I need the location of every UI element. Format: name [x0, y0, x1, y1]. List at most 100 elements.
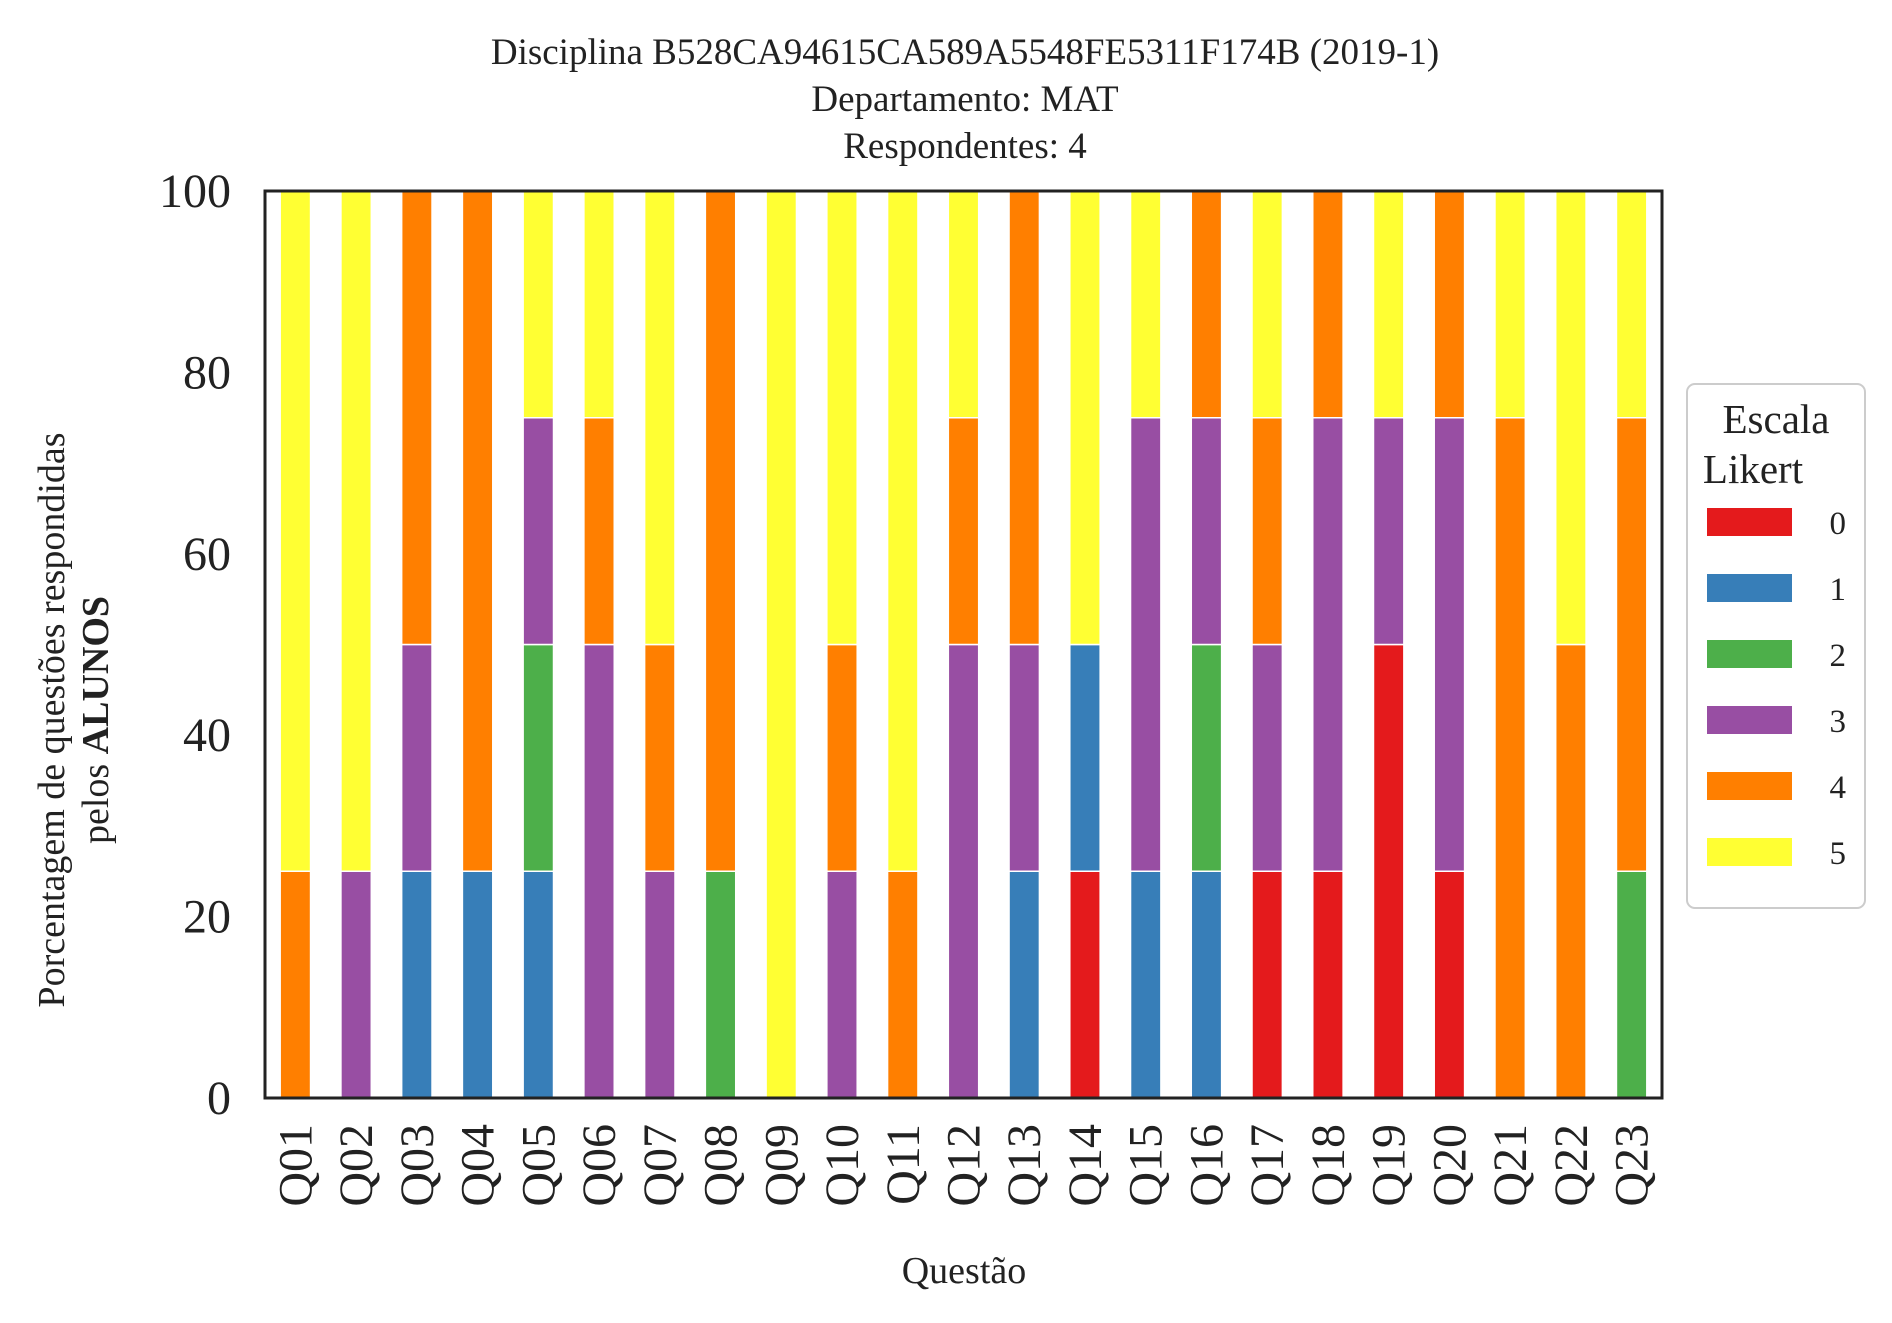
bar-segment-q07-level-5	[643, 190, 676, 646]
bar-segment-q22-level-4	[1554, 643, 1587, 1099]
x-tick-label-q02: Q02	[330, 1124, 383, 1207]
legend-title-line-1: Escala	[1723, 396, 1830, 442]
bar-segment-q04-level-1	[461, 870, 494, 1099]
y-tick-label: 0	[207, 1072, 231, 1125]
bar-segment-q03-level-3	[400, 643, 433, 872]
bar-segment-q23-level-5	[1615, 190, 1648, 419]
y-tick-label: 40	[183, 709, 231, 762]
x-tick-label-q08: Q08	[695, 1124, 748, 1207]
bar-segment-q03-level-1	[400, 870, 433, 1099]
legend-swatch-0	[1707, 508, 1792, 536]
bar-segment-q20-level-3	[1433, 417, 1466, 872]
bar-segment-q02-level-5	[340, 190, 373, 872]
x-tick-label-q17: Q17	[1241, 1124, 1294, 1207]
y-axis-label-line-1: Porcentagem de questões respondidas	[31, 432, 73, 1007]
bar-segment-q12-level-5	[947, 190, 980, 419]
x-ticks-group: Q01 Q02 Q03 Q04 Q05 Q06 Q07 Q08 Q09 Q10 Q11 Q12 Q13 Q…	[269, 1124, 1658, 1207]
y-tick-label: 20	[183, 891, 231, 944]
legend-label-1: 1	[1830, 572, 1847, 608]
bar-segment-q01-level-4	[279, 870, 312, 1099]
bar-segment-q15-level-5	[1129, 190, 1162, 419]
bar-segment-q05-level-5	[522, 190, 555, 419]
x-tick-label-q16: Q16	[1180, 1124, 1233, 1207]
bar-segment-q16-level-3	[1190, 417, 1223, 646]
bar-segment-q03-level-4	[400, 190, 433, 646]
x-tick-label-q01: Q01	[269, 1124, 322, 1207]
bar-segment-q12-level-4	[947, 417, 980, 646]
legend-label-0: 0	[1830, 506, 1847, 542]
bar-segment-q07-level-3	[643, 870, 676, 1099]
chart-title-line-1: Disciplina B528CA94615CA589A5548FE5311F1…	[491, 32, 1439, 73]
bar-segment-q17-level-5	[1251, 190, 1284, 419]
y-ticks-group: 0 20 40 60 80 100	[159, 165, 231, 1125]
bar-segment-q10-level-3	[826, 870, 858, 1099]
x-tick-label-q20: Q20	[1423, 1124, 1476, 1207]
bar-segment-q21-level-5	[1494, 190, 1527, 419]
bar-segment-q21-level-4	[1494, 417, 1527, 1099]
legend-swatch-5	[1707, 838, 1792, 866]
bar-segment-q13-level-3	[1008, 643, 1041, 872]
x-tick-label-q22: Q22	[1545, 1124, 1598, 1207]
bar-segment-q22-level-5	[1554, 190, 1587, 646]
bar-segment-q19-level-0	[1372, 643, 1405, 1099]
legend-items: 0 1 2 3 4 5	[1707, 506, 1846, 872]
y-axis-label-bold: ALUNOS	[75, 596, 117, 754]
bar-segment-q09-level-5	[765, 190, 798, 1099]
legend-label-5: 5	[1830, 836, 1847, 872]
bar-segment-q12-level-3	[947, 643, 980, 1099]
chart-title-line-2: Departamento: MAT	[811, 79, 1118, 120]
bar-segment-q08-level-4	[704, 190, 737, 872]
y-tick-label: 100	[159, 165, 231, 218]
bar-segment-q14-level-0	[1069, 870, 1101, 1099]
bar-segment-q15-level-1	[1129, 870, 1162, 1099]
bar-segment-q16-level-2	[1190, 643, 1223, 872]
x-tick-label-q04: Q04	[452, 1124, 505, 1207]
bar-segment-q20-level-4	[1433, 190, 1466, 419]
bar-segment-q16-level-4	[1190, 190, 1223, 419]
legend-title-line-2: Likert	[1703, 446, 1804, 492]
y-tick-label: 60	[183, 528, 231, 581]
x-tick-label-q14: Q14	[1059, 1124, 1112, 1207]
bar-segment-q13-level-4	[1008, 190, 1041, 646]
legend-swatch-1	[1707, 574, 1792, 602]
legend-label-4: 4	[1830, 770, 1847, 806]
x-tick-label-q15: Q15	[1120, 1124, 1173, 1207]
bar-segment-q05-level-1	[522, 870, 555, 1099]
bar-segment-q08-level-2	[704, 870, 737, 1099]
bar-segment-q07-level-4	[643, 643, 676, 872]
plot-frame	[263, 189, 1664, 1100]
bar-segment-q06-level-4	[583, 417, 615, 646]
y-axis-label-prefix: pelos	[75, 754, 117, 844]
bars-group	[279, 190, 1648, 1099]
x-tick-label-q06: Q06	[573, 1124, 626, 1207]
legend-swatch-3	[1707, 706, 1792, 734]
x-tick-label-q23: Q23	[1606, 1124, 1659, 1207]
bar-segment-q01-level-5	[279, 190, 312, 872]
bar-segment-q02-level-3	[340, 870, 373, 1099]
x-tick-label-q09: Q09	[755, 1124, 808, 1207]
bar-segment-q17-level-0	[1251, 870, 1284, 1099]
bar-segment-q15-level-3	[1129, 417, 1162, 872]
legend-label-3: 3	[1830, 704, 1847, 740]
legend-swatch-2	[1707, 640, 1792, 668]
bar-segment-q06-level-3	[583, 643, 615, 1099]
y-tick-label: 80	[183, 346, 231, 399]
bar-segment-q23-level-4	[1615, 417, 1648, 872]
bar-segment-q18-level-4	[1312, 190, 1344, 419]
x-tick-label-q18: Q18	[1302, 1124, 1355, 1207]
x-tick-label-q07: Q07	[634, 1124, 687, 1207]
x-tick-label-q21: Q21	[1484, 1124, 1537, 1207]
bar-segment-q10-level-5	[826, 190, 858, 646]
bar-segment-q11-level-4	[886, 870, 919, 1099]
x-tick-label-q11: Q11	[877, 1124, 930, 1205]
bar-segment-q05-level-3	[522, 417, 555, 646]
bar-segment-q04-level-4	[461, 190, 494, 872]
bar-segment-q16-level-1	[1190, 870, 1223, 1099]
legend-label-2: 2	[1830, 638, 1847, 674]
bar-segment-q19-level-5	[1372, 190, 1405, 419]
bar-segment-q17-level-4	[1251, 417, 1284, 646]
bar-segment-q06-level-5	[583, 190, 615, 419]
x-tick-label-q03: Q03	[391, 1124, 444, 1207]
chart-title-line-3: Respondentes: 4	[843, 126, 1087, 167]
